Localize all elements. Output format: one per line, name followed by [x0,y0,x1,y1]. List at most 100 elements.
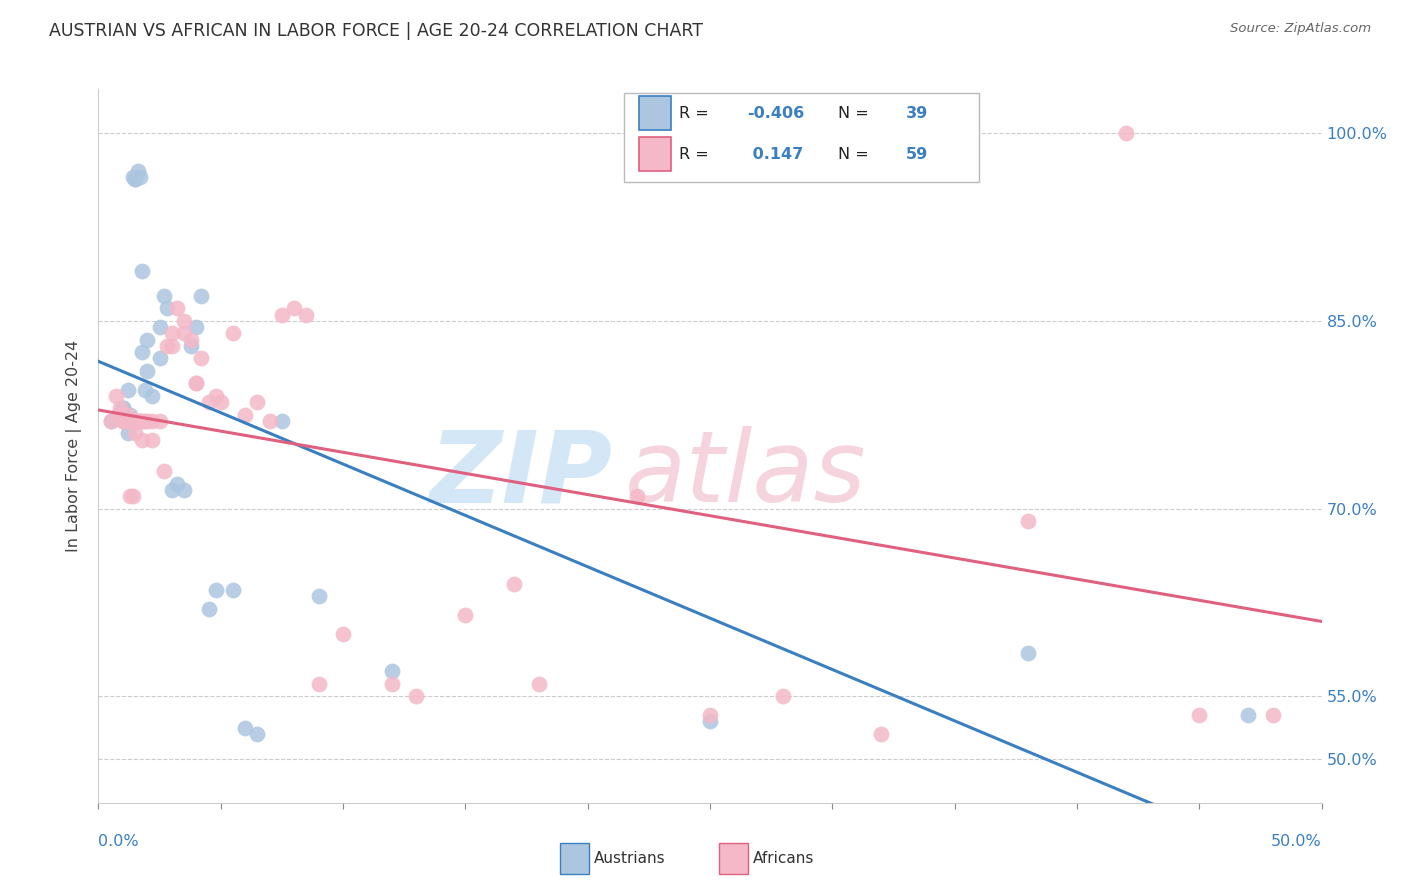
Point [111,414,134,428]
Point [222,326,245,341]
Point [205,582,228,597]
Point [233,721,256,735]
Text: 50.0%: 50.0% [1271,834,1322,849]
Point [173,483,195,497]
Point [111,414,134,428]
Point [141,433,163,447]
Point [124,414,146,428]
Point [124,169,146,184]
Point [141,414,163,428]
Point [131,264,153,278]
Text: ZIP: ZIP [429,426,612,523]
Point [270,414,294,428]
Point [111,401,134,416]
Text: 0.147: 0.147 [747,147,803,161]
Text: R =: R = [679,147,714,161]
Point [180,333,202,347]
Point [1115,126,1137,140]
Text: AUSTRIAN VS AFRICAN IN LABOR FORCE | AGE 20-24 CORRELATION CHART: AUSTRIAN VS AFRICAN IN LABOR FORCE | AGE… [49,22,703,40]
Text: N =: N = [838,147,875,161]
Point [141,389,163,403]
Point [136,414,159,428]
Point [283,301,305,316]
Point [104,389,127,403]
Point [246,727,269,741]
Point [405,690,427,704]
Point [134,414,156,428]
Point [1237,708,1260,723]
FancyBboxPatch shape [640,137,671,171]
Point [943,126,966,140]
Point [186,376,208,391]
Point [173,314,195,328]
Point [381,665,404,679]
Point [121,489,143,503]
Text: N =: N = [838,106,875,120]
Text: 59: 59 [905,147,928,161]
Point [111,401,134,416]
Point [117,426,139,441]
Point [699,708,721,723]
Point [127,163,149,178]
Point [209,395,232,409]
Point [503,576,526,591]
Point [1017,646,1039,660]
Point [127,414,149,428]
Point [124,172,146,186]
Point [772,690,794,704]
Point [1261,708,1284,723]
Point [100,414,122,428]
Point [1188,708,1211,723]
Point [156,339,179,353]
Point [160,339,183,353]
Point [160,326,183,341]
Text: Source: ZipAtlas.com: Source: ZipAtlas.com [1230,22,1371,36]
Point [131,414,153,428]
Point [186,320,208,334]
Point [156,301,179,316]
Point [131,433,153,447]
Point [153,289,176,303]
Point [149,320,172,334]
Point [1017,514,1039,528]
Point [149,414,172,428]
Point [308,589,330,603]
Point [454,607,477,622]
Point [134,383,156,397]
Point [246,395,269,409]
FancyBboxPatch shape [640,96,671,130]
Point [173,326,195,341]
Point [332,627,354,641]
Point [160,483,183,497]
Point [117,414,139,428]
Point [129,414,152,428]
FancyBboxPatch shape [624,93,979,182]
Point [233,408,256,422]
Point [197,395,219,409]
Point [295,308,318,322]
Point [129,169,152,184]
Point [124,426,146,441]
Point [381,677,404,691]
Point [107,408,129,422]
Point [190,351,212,366]
Point [527,677,550,691]
Text: 0.0%: 0.0% [98,834,139,849]
Point [308,677,330,691]
FancyBboxPatch shape [560,843,589,874]
Text: Africans: Africans [752,851,814,866]
Point [136,364,159,378]
Point [870,727,893,741]
Point [205,389,228,403]
Point [626,489,648,503]
Point [166,476,188,491]
Y-axis label: In Labor Force | Age 20-24: In Labor Force | Age 20-24 [66,340,83,552]
Point [699,714,721,729]
Point [166,301,188,316]
Point [222,582,245,597]
Text: -0.406: -0.406 [747,106,804,120]
Point [110,401,132,416]
Point [149,351,172,366]
Point [197,601,219,615]
Point [180,339,202,353]
